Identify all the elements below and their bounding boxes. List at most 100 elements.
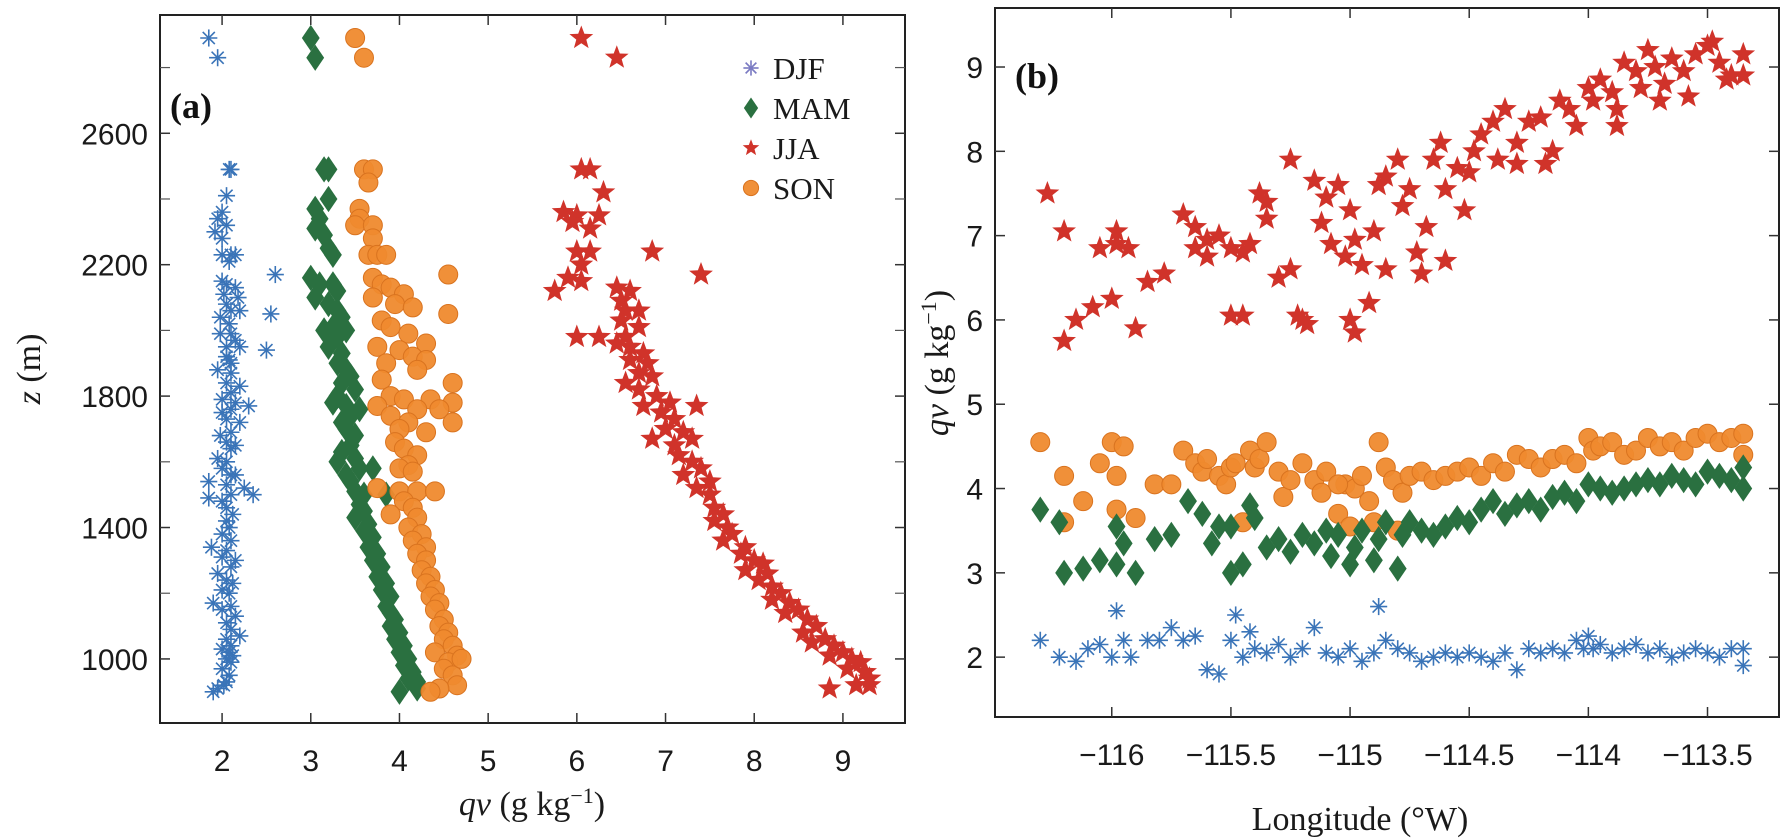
panel-b-point-djf — [1091, 635, 1109, 654]
panel-a-ytick-label: 1400 — [81, 513, 148, 546]
panel-b-point-jja — [1230, 240, 1255, 263]
panel-b-point-jja — [1195, 244, 1219, 267]
panel-a-point-djf — [215, 676, 233, 694]
panel-b-point-jja — [1707, 50, 1732, 73]
panel-b-point-djf — [1329, 648, 1347, 666]
panel-b-point-jja — [1547, 88, 1572, 111]
panel-b-ytick-label: 6 — [966, 305, 983, 338]
panel-b-point-jja — [1064, 307, 1088, 330]
panel-b-point-jja — [1195, 227, 1219, 250]
panel-b-point-djf — [1401, 644, 1419, 662]
panel-a-ylabel-unit: (m) — [11, 334, 48, 392]
panel-b-series-jja — [1035, 29, 1756, 352]
panel-b-point-jja — [1624, 58, 1648, 82]
panel-a-point-jja — [565, 239, 589, 262]
panel-b-point-djf — [1050, 648, 1068, 666]
panel-a-point-djf — [217, 512, 236, 530]
panel-b-point-jja — [1278, 256, 1303, 280]
panel-a-point-mam — [394, 652, 413, 679]
panel-b-point-jja — [1385, 147, 1410, 170]
panel-a-point-son — [385, 294, 406, 315]
panel-a-point-mam — [346, 376, 365, 403]
panel-b-ytick-label: 5 — [966, 389, 983, 422]
panel-b-point-son — [1316, 461, 1337, 482]
panel-a-point-son — [442, 412, 463, 433]
panel-b-point-djf — [1413, 652, 1431, 670]
panel-a-series-mam — [301, 24, 427, 705]
panel-b-point-son — [1273, 486, 1294, 507]
panel-b-point-djf — [1067, 652, 1085, 670]
panel-a-point-mam — [301, 24, 320, 52]
panel-a-point-jja — [817, 643, 842, 666]
panel-a-point-son — [345, 215, 366, 236]
panel-b-ytick-label: 3 — [966, 558, 983, 591]
panel-a-point-mam — [328, 448, 347, 475]
panel-b-xtick-label: −113.5 — [1662, 739, 1752, 772]
panel-b-point-djf — [1138, 631, 1157, 649]
panel-a-point-son — [371, 369, 392, 390]
panel-b-point-jja — [1588, 67, 1613, 90]
panel-a-point-djf — [209, 361, 227, 379]
panel-b-point-djf — [1031, 631, 1049, 649]
panel-a-point-djf — [220, 666, 238, 684]
panel-b-point-jja — [1533, 151, 1558, 175]
panel-a-xlabel-unit: (g kg — [491, 786, 570, 823]
panel-a-point-jja — [773, 600, 798, 624]
panel-b-point-son — [1494, 461, 1515, 482]
panel-a-point-jja — [684, 393, 709, 417]
panel-b-point-mam — [1233, 551, 1252, 578]
panel-b-point-jja — [1254, 189, 1279, 212]
panel-a-point-son — [398, 323, 419, 344]
panel-b-point-jja — [1659, 46, 1684, 69]
panel-a-point-jja — [640, 239, 665, 262]
panel-b-point-djf — [1532, 644, 1550, 662]
panel-b-point-jja — [1035, 181, 1060, 204]
panel-b-point-son — [1392, 482, 1413, 503]
panel-a-point-djf — [220, 584, 238, 602]
panel-b-point-djf — [1734, 657, 1752, 675]
panel-b: −116 −115.5 −115 −114.5 −114 −113.5 2 3 4 5 6 7 8 9 (… — [916, 7, 1780, 838]
panel-a-point-son — [353, 47, 374, 68]
panel-b-frame — [994, 7, 1780, 718]
panel-b-point-jja — [1485, 147, 1510, 170]
panel-b-point-djf — [1575, 640, 1593, 658]
panel-a-point-djf — [213, 525, 231, 543]
panel-a-point-jja — [835, 656, 860, 679]
panel-a-point-djf — [211, 325, 229, 343]
panel-b-point-djf — [1651, 640, 1669, 658]
panel-b-point-djf — [1520, 640, 1538, 658]
panel-b-ytick-label: 9 — [966, 52, 983, 85]
panel-b-point-jja — [1481, 109, 1505, 132]
panel-a-point-son — [358, 172, 379, 193]
panel-b-point-son — [1673, 440, 1694, 461]
panel-a-point-jja — [711, 528, 736, 551]
panel-b-point-son — [1626, 440, 1647, 461]
panel-a-point-son — [451, 648, 472, 669]
panel-b-xtick-label: −114.5 — [1424, 739, 1514, 772]
panel-a-point-djf — [213, 229, 231, 247]
panel-b-point-djf — [1710, 648, 1728, 666]
panel-a-ylabel-var: z — [11, 391, 48, 405]
panel-a-point-mam — [355, 497, 373, 525]
panel-a-point-jja — [857, 672, 882, 696]
panel-b-point-jja — [1600, 79, 1625, 103]
panel-b-point-djf — [1234, 648, 1252, 666]
panel-a-xlabel-close: ) — [594, 786, 605, 823]
panel-b-point-jja — [1230, 303, 1255, 326]
panel-a-point-jja — [791, 620, 815, 643]
panel-b-point-jja — [1171, 202, 1196, 225]
panel-a-xlabel: qv (g kg−1) — [459, 783, 605, 823]
panel-b-point-djf — [1222, 631, 1240, 649]
panel-a-point-jja — [662, 432, 687, 456]
legend-label-djf: DJF — [773, 51, 825, 86]
panel-a-points — [200, 24, 882, 705]
panel-b-point-jja — [1516, 109, 1541, 132]
panel-a-point-jja — [822, 633, 846, 656]
panel-a-point-jja — [631, 393, 656, 417]
panel-b-point-djf — [1370, 598, 1388, 616]
panel-b-point-mam — [1615, 475, 1634, 502]
panel-a-point-jja — [671, 462, 696, 486]
panel-b-point-djf — [1198, 661, 1216, 679]
panel-a-series-son — [345, 27, 472, 702]
panel-b-point-djf — [1246, 640, 1264, 658]
